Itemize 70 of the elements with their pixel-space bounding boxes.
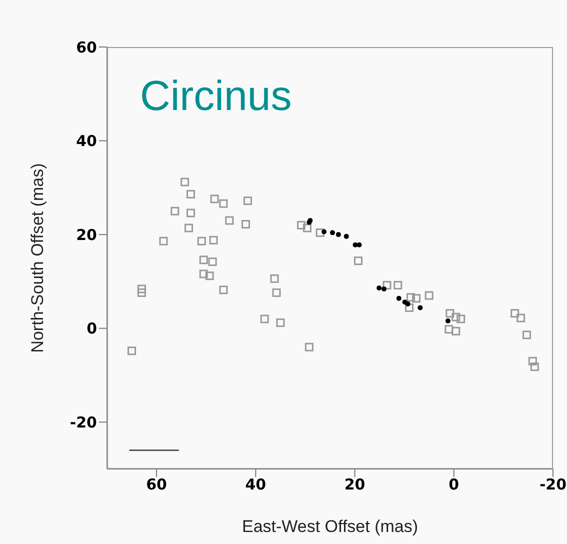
point — [444, 325, 454, 334]
point — [199, 270, 208, 278]
point — [210, 194, 219, 204]
point — [418, 305, 423, 310]
point — [456, 314, 466, 324]
x-axis-title: East-West Offset (mas) — [242, 517, 418, 536]
point — [159, 236, 168, 246]
x-tick-label: 60 — [146, 476, 167, 494]
point — [322, 229, 327, 234]
point — [405, 303, 414, 312]
point — [137, 284, 146, 294]
point — [219, 199, 228, 208]
point — [382, 280, 392, 290]
point — [225, 216, 234, 225]
point — [406, 293, 416, 302]
point — [184, 224, 194, 232]
point — [530, 362, 539, 372]
point — [316, 228, 324, 237]
y-tick-label: 20 — [76, 226, 97, 244]
point — [297, 220, 306, 230]
point — [272, 288, 281, 297]
point — [243, 196, 252, 206]
point — [446, 309, 454, 318]
point — [199, 256, 208, 264]
point — [208, 258, 217, 266]
y-tick-label: -20 — [70, 413, 97, 432]
y-tick-label: 60 — [76, 38, 97, 56]
x-tick-label: 20 — [344, 476, 366, 494]
point — [137, 288, 146, 297]
point — [180, 178, 190, 186]
text: Circinus — [140, 72, 292, 120]
point — [304, 342, 314, 352]
point — [197, 236, 206, 246]
point — [528, 356, 537, 366]
y-axis-title: North-South Offset (mas) — [28, 163, 48, 353]
point — [445, 318, 450, 324]
x-tick-label: 0 — [448, 476, 460, 494]
point — [170, 206, 180, 216]
point — [356, 242, 362, 248]
point — [205, 272, 214, 280]
point — [452, 312, 460, 322]
point — [336, 232, 341, 238]
point — [376, 286, 382, 291]
point — [186, 208, 195, 218]
point — [396, 296, 402, 301]
point — [354, 256, 362, 266]
point — [209, 236, 218, 244]
point — [405, 301, 410, 306]
point — [510, 309, 520, 318]
y-tick-label: 0 — [86, 320, 97, 338]
y-tick-label: 40 — [76, 132, 97, 150]
point — [412, 294, 420, 303]
point — [452, 326, 460, 336]
point — [219, 286, 228, 294]
point — [242, 220, 250, 228]
point — [276, 318, 285, 327]
point — [186, 190, 195, 198]
point — [128, 346, 136, 356]
point — [382, 286, 387, 292]
x-tick-label: 40 — [245, 476, 266, 494]
point — [260, 314, 269, 324]
point — [270, 274, 279, 283]
point — [344, 234, 349, 239]
point — [424, 291, 434, 300]
point — [330, 230, 335, 236]
point — [302, 224, 312, 232]
point — [394, 280, 402, 290]
point — [516, 314, 526, 322]
x-tick-label: -20 — [539, 476, 567, 494]
point — [522, 330, 531, 340]
